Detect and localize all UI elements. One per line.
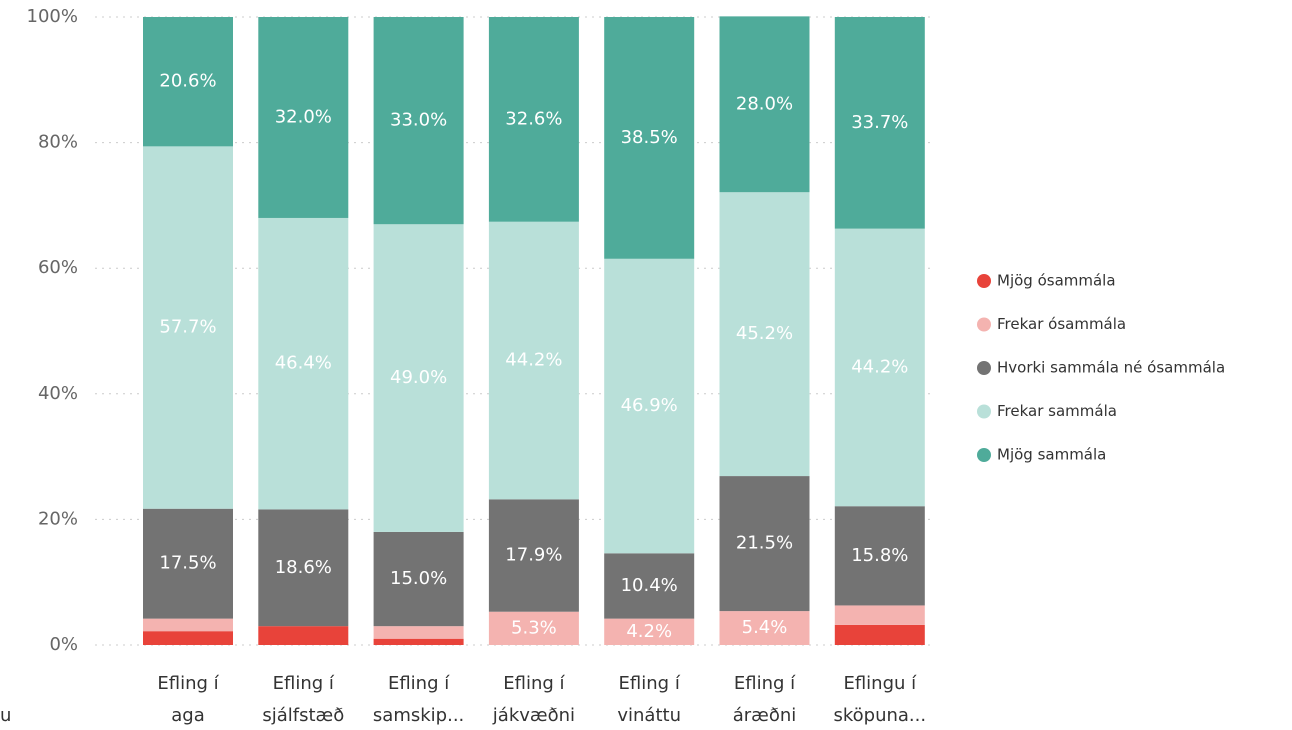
- legend-marker: [977, 361, 991, 375]
- x-tick-label: Eflingu í: [843, 673, 917, 694]
- data-label: 17.5%: [159, 553, 216, 574]
- legend-label: Mjög sammála: [997, 446, 1106, 464]
- bar-segment: [143, 618, 233, 632]
- bar-segment: [258, 509, 349, 627]
- data-label: 32.6%: [505, 108, 562, 129]
- bar-segment: [143, 508, 233, 619]
- legend-marker: [977, 274, 991, 288]
- data-label: 15.0%: [390, 568, 447, 589]
- x-tick-label: Efling í: [619, 673, 681, 694]
- data-label: 46.9%: [621, 395, 678, 416]
- data-label: 5.4%: [742, 617, 788, 638]
- legend-label: Hvorki sammála né ósammála: [997, 359, 1225, 377]
- bar-segment: [604, 553, 695, 619]
- bar-segment: [373, 531, 464, 627]
- bar-segment: [373, 626, 464, 639]
- y-tick-label: 80%: [38, 132, 78, 153]
- data-label: 15.8%: [851, 545, 908, 566]
- data-label: 32.0%: [275, 106, 332, 127]
- data-label: 38.5%: [621, 127, 678, 148]
- legend-label: Frekar ósammála: [997, 315, 1126, 333]
- data-label: 4.2%: [626, 621, 672, 642]
- bar-segment: [258, 217, 349, 510]
- data-label: 28.0%: [736, 93, 793, 114]
- bar-segment: [719, 476, 810, 612]
- y-tick-label: 0%: [49, 634, 78, 655]
- data-label: 5.3%: [511, 617, 557, 638]
- legend-label: Frekar sammála: [997, 402, 1117, 420]
- bar-segment: [834, 506, 925, 606]
- bar-segment: [604, 258, 695, 554]
- bar-segment: [834, 228, 925, 507]
- bar-segment: [719, 16, 810, 193]
- bar-segment: [719, 611, 810, 645]
- bar-segment: [143, 631, 233, 645]
- bar-segment: [834, 17, 925, 229]
- x-tick-label: aga: [171, 705, 205, 726]
- data-label: 46.4%: [275, 353, 332, 374]
- x-tick-label: vináttu: [617, 705, 681, 726]
- data-label: 33.7%: [851, 112, 908, 133]
- y-tick-label: 60%: [38, 257, 78, 278]
- x-tick-label: jákvæðni: [492, 705, 575, 726]
- data-label: 18.6%: [275, 557, 332, 578]
- bar-segment: [143, 146, 233, 509]
- bar-segment: [373, 224, 464, 532]
- legend-label: Mjög ósammála: [997, 272, 1116, 290]
- bar-segment: [373, 638, 464, 645]
- legend-marker: [977, 317, 991, 332]
- bar-segment: [143, 17, 233, 147]
- legend-marker: [977, 448, 991, 462]
- data-label: 17.9%: [505, 545, 562, 566]
- data-label: 33.0%: [390, 110, 447, 131]
- bar-segment: [373, 17, 464, 225]
- data-label: 44.2%: [505, 350, 562, 371]
- x-tick-label: Efling í: [273, 673, 335, 694]
- bar-segment: [488, 17, 579, 222]
- x-tick-label: samskip...: [373, 705, 464, 726]
- bar-segment: [488, 221, 579, 500]
- bar-segment: [604, 618, 695, 645]
- data-label: 44.2%: [851, 356, 908, 377]
- y-tick-label: 40%: [38, 383, 78, 404]
- data-label: 57.7%: [159, 317, 216, 338]
- y-tick-label: 20%: [38, 508, 78, 529]
- axis-title: u: [0, 705, 11, 726]
- x-tick-label: Efling í: [157, 673, 219, 694]
- data-label: 21.5%: [736, 533, 793, 554]
- bar-segment: [488, 611, 579, 645]
- data-label: 10.4%: [621, 575, 678, 596]
- bar-segment: [719, 192, 810, 477]
- x-tick-label: sjálfstæð: [262, 705, 344, 726]
- bar-segment: [834, 605, 925, 625]
- bar-segment: [604, 17, 695, 259]
- x-tick-label: Efling í: [734, 673, 796, 694]
- data-label: 45.2%: [736, 323, 793, 344]
- data-label: 49.0%: [390, 367, 447, 388]
- bar-segment: [258, 17, 349, 218]
- bar-segment: [258, 626, 349, 645]
- legend-marker: [977, 404, 991, 419]
- bar-segment: [834, 624, 925, 645]
- x-tick-label: Efling í: [503, 673, 565, 694]
- bar-segment: [488, 499, 579, 612]
- y-tick-label: 100%: [27, 6, 78, 27]
- x-tick-label: Efling í: [388, 673, 450, 694]
- data-label: 20.6%: [159, 71, 216, 92]
- x-tick-label: sköpuna...: [833, 705, 926, 726]
- x-tick-label: áræðni: [733, 705, 797, 726]
